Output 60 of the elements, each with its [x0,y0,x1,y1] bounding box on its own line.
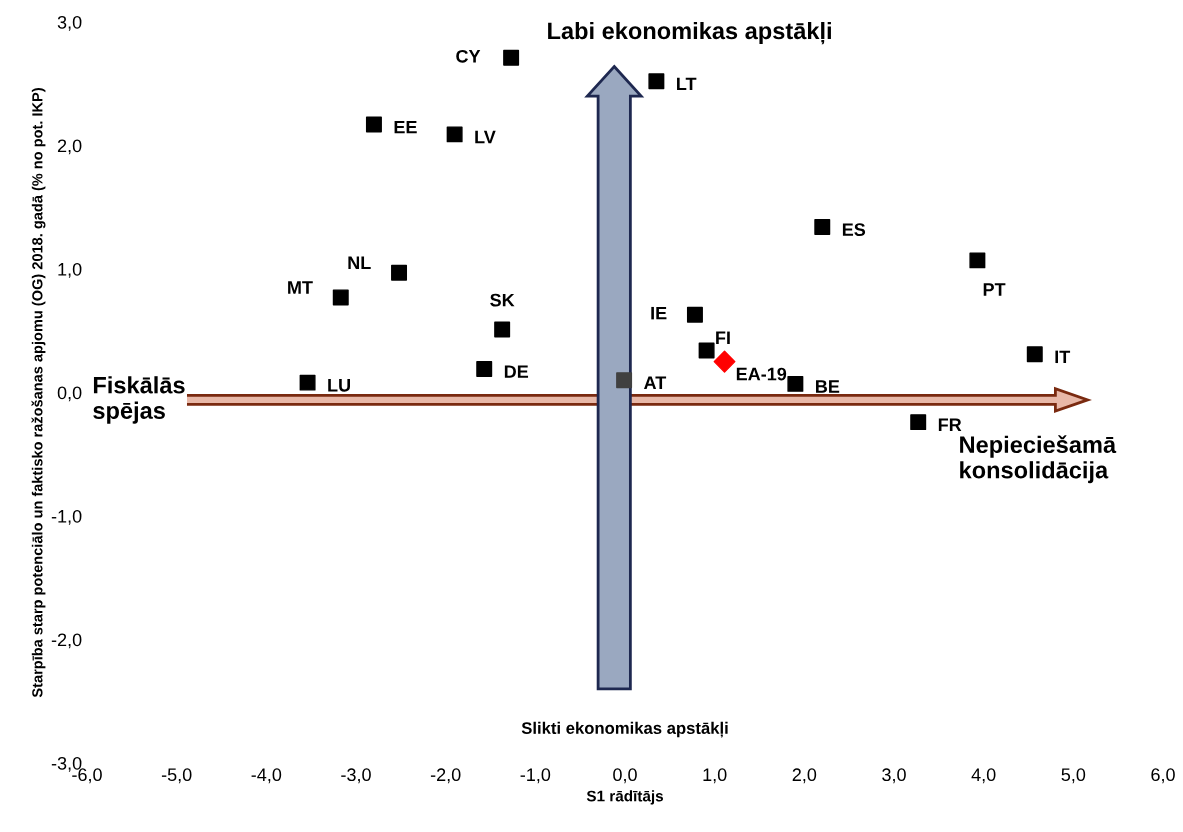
series-label: ES [842,223,866,237]
point [713,350,736,373]
x-tick-label: 1,0 [703,768,727,784]
series-label: MT [288,281,313,294]
x-tick-label: -2,0 [430,768,461,784]
x-tick-label: 5,0 [1061,768,1086,784]
x-axis-title: S1 rādītājs [586,790,664,805]
x-tick-label: -5,0 [161,768,192,784]
series-label: AT [644,376,667,389]
series-label: LT [677,77,697,91]
x-tick-label: 4,0 [971,768,996,784]
point [969,252,986,269]
x-tick-label: -1,0 [520,768,551,784]
x-tick-label: 6,0 [1151,768,1175,784]
point [391,264,408,281]
series-label: CY [456,49,481,63]
point [814,219,831,235]
point [494,321,511,338]
point [332,289,349,306]
series-label: SK [490,293,515,307]
point [910,414,927,431]
x-tick-label: 2,0 [792,768,817,784]
point [446,126,463,143]
x-tick-label: 3,0 [882,768,906,784]
y-tick-label: -2,0 [51,633,82,649]
y-tick-label: -1,0 [51,509,82,525]
y-axis-title: Starpība starp potenciālo un faktisko ražošanas apjomu (OG) 2018. gadā (% no pot. IKP) [31,88,46,698]
series-label: FI [716,331,730,344]
annotation: Nepieciešamā konsolidācija [960,435,1117,484]
y-tick-label: 0,0 [57,386,82,402]
point [648,73,665,90]
point [787,375,804,392]
point [698,342,715,359]
series-label: BE [816,380,840,393]
series-label: PT [983,283,1006,296]
series-label: EA-19 [736,367,787,381]
point [616,372,633,389]
point [503,49,520,66]
series-label: EE [394,120,417,134]
y-tick-label: 3,0 [57,15,82,31]
annotation: Slikti ekonomikas apstākļi [521,721,728,738]
point [476,361,493,378]
series-label: IT [1055,350,1071,364]
series-label: LU [328,379,350,392]
series-label: NL [348,256,371,270]
series-label: IE [651,306,667,320]
series-label: LV [475,130,496,144]
point [1026,346,1043,363]
x-tick-label: -4,0 [251,768,282,784]
point [686,306,703,323]
annotation: Fiskālās spējas [93,376,185,424]
point [299,374,316,391]
y-tick-label: 1,0 [58,262,82,278]
series-label: DE [504,365,529,378]
annotation: Labi ekonomikas apstākļi [548,21,831,45]
point [365,116,382,133]
series-label: FR [938,418,962,431]
y-tick-label: 2,0 [57,139,82,155]
x-tick-label: 0,0 [613,768,637,784]
x-tick-label: -3,0 [341,768,371,784]
